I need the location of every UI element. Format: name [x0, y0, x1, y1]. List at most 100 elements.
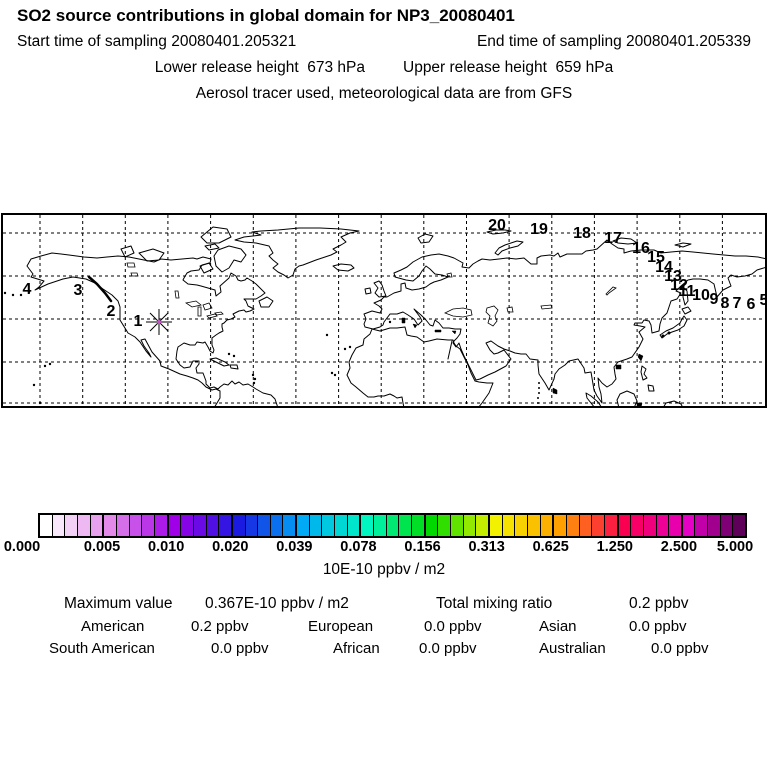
colorbar-cell — [283, 515, 298, 536]
aral-sea — [506, 306, 514, 313]
trajectory-label-20: 20 — [488, 217, 506, 234]
colorbar-cell — [219, 515, 233, 536]
colorbar-cell — [476, 515, 490, 536]
great-slave-lake — [130, 272, 139, 277]
colorbar-cell — [502, 515, 516, 536]
colorbar-cell — [361, 515, 375, 536]
coastline-victoria-island — [138, 248, 165, 262]
coastline-new-siberian-islands — [674, 242, 692, 248]
colorbar-cell — [104, 515, 117, 536]
colorbar-cell — [463, 515, 477, 536]
trajectory-label-10: 10 — [692, 287, 710, 304]
south-american-value: 0.0 ppbv — [211, 640, 269, 657]
coastline-iceland — [332, 263, 355, 272]
colorbar-cell — [347, 515, 362, 536]
total-mixing-ratio-label: Total mixing ratio — [436, 595, 553, 612]
australian-label: Australian — [539, 640, 606, 657]
coastline-honshu — [659, 315, 688, 339]
lake-ontario — [214, 311, 224, 316]
caspian-sea — [485, 305, 499, 327]
colorbar-cell — [579, 515, 593, 536]
great-bear-lake — [126, 262, 136, 268]
coastline-eurasia — [363, 239, 768, 404]
world-map: 1 2 3 4 5 6 7 8 9 10 11 12 13 14 15 16 17 18 19 20 — [1, 213, 768, 409]
colorbar-cell — [682, 515, 696, 536]
colorbar-cell — [52, 515, 66, 536]
colorbar-cell — [77, 515, 91, 536]
colorbar-cell — [399, 515, 413, 536]
black-sea — [444, 307, 473, 318]
sampling-times-line: Start time of sampling 20080401.205321 E… — [0, 33, 768, 51]
colorbar-cell — [438, 515, 451, 536]
crete-island — [434, 329, 442, 333]
colorbar-cell — [412, 515, 426, 536]
colorbar-cell — [515, 515, 528, 536]
trajectory-label-4: 4 — [23, 281, 32, 298]
coastline-luzon — [640, 365, 648, 381]
african-value: 0.0 ppbv — [419, 640, 477, 657]
lake-erie — [206, 313, 218, 319]
colorbar-cell — [206, 515, 220, 536]
american-label: American — [81, 618, 145, 635]
colorbar-cell — [451, 515, 464, 536]
lake-superior — [184, 300, 202, 308]
end-time-text: End time of sampling 20080401.205339 — [476, 33, 751, 50]
colorbar-cell — [656, 515, 670, 536]
colorbar-tick: 0.020 — [212, 539, 249, 555]
colorbar-cell — [40, 515, 53, 536]
colorbar-cell — [154, 515, 169, 536]
coastline-severnaya-zemlya — [612, 237, 638, 245]
lake-winnipeg — [174, 290, 180, 299]
trajectory-label-6: 6 — [747, 296, 756, 313]
trajectory-label-1: 1 — [134, 313, 143, 330]
trajectory-label-16: 16 — [632, 240, 650, 257]
taiwan-island — [637, 353, 644, 362]
cyprus-island — [451, 330, 457, 335]
lake-balkhash — [540, 304, 553, 310]
colorbar-cell — [631, 515, 644, 536]
trajectory-label-5: 5 — [760, 292, 767, 309]
coastline-ellesmere-island — [200, 226, 232, 244]
colorbar-cell — [65, 515, 78, 536]
colorbar-cell — [245, 515, 259, 536]
coastline-hispaniola — [229, 364, 239, 370]
colorbar-tick: 0.313 — [468, 539, 505, 555]
colorbar-cell — [181, 515, 194, 536]
trajectory-label-17: 17 — [604, 230, 622, 247]
trajectory-label-3: 3 — [74, 282, 83, 299]
coastline-greenland — [234, 227, 360, 279]
colorbar-cell — [142, 515, 155, 536]
colorbar-cell — [592, 515, 605, 536]
colorbar-cell — [297, 515, 310, 536]
coastline-svalbard — [417, 233, 434, 244]
coastline-sakhalin — [682, 287, 689, 306]
small-island-dots — [3, 290, 671, 405]
colorbar-cell — [527, 515, 541, 536]
coastline-cuba — [209, 357, 230, 367]
colorbar-cell — [322, 515, 336, 536]
colorbar-tick: 0.039 — [276, 539, 313, 555]
colorbar-cell — [618, 515, 632, 536]
lake-baikal — [605, 286, 617, 296]
colorbar-cell — [335, 515, 348, 536]
colorbar-cell — [540, 515, 555, 536]
maximum-value: 0.367E-10 ppbv / m2 — [205, 595, 349, 612]
colorbar — [38, 513, 747, 538]
colorbar-cell — [129, 515, 143, 536]
trajectory-label-2: 2 — [107, 303, 116, 320]
trajectory-label-8: 8 — [721, 295, 730, 312]
european-label: European — [308, 618, 374, 635]
colorbar-cell — [90, 515, 105, 536]
colorbar-cell — [643, 515, 657, 536]
lower-release-text: Lower release height 673 hPa — [154, 59, 365, 76]
colorbar-cell — [554, 515, 567, 536]
sardinia-island — [401, 317, 406, 324]
colorbar-cell — [193, 515, 207, 536]
colorbar-cell — [116, 515, 130, 536]
coastline-novaya-zemlya — [494, 240, 524, 256]
tracer-info-text: Aerosol tracer used, meteorological data… — [195, 85, 573, 102]
american-value: 0.2 ppbv — [191, 618, 249, 635]
upper-release-text: Upper release height 659 hPa — [403, 59, 614, 76]
colorbar-tick: 0.005 — [83, 539, 121, 555]
